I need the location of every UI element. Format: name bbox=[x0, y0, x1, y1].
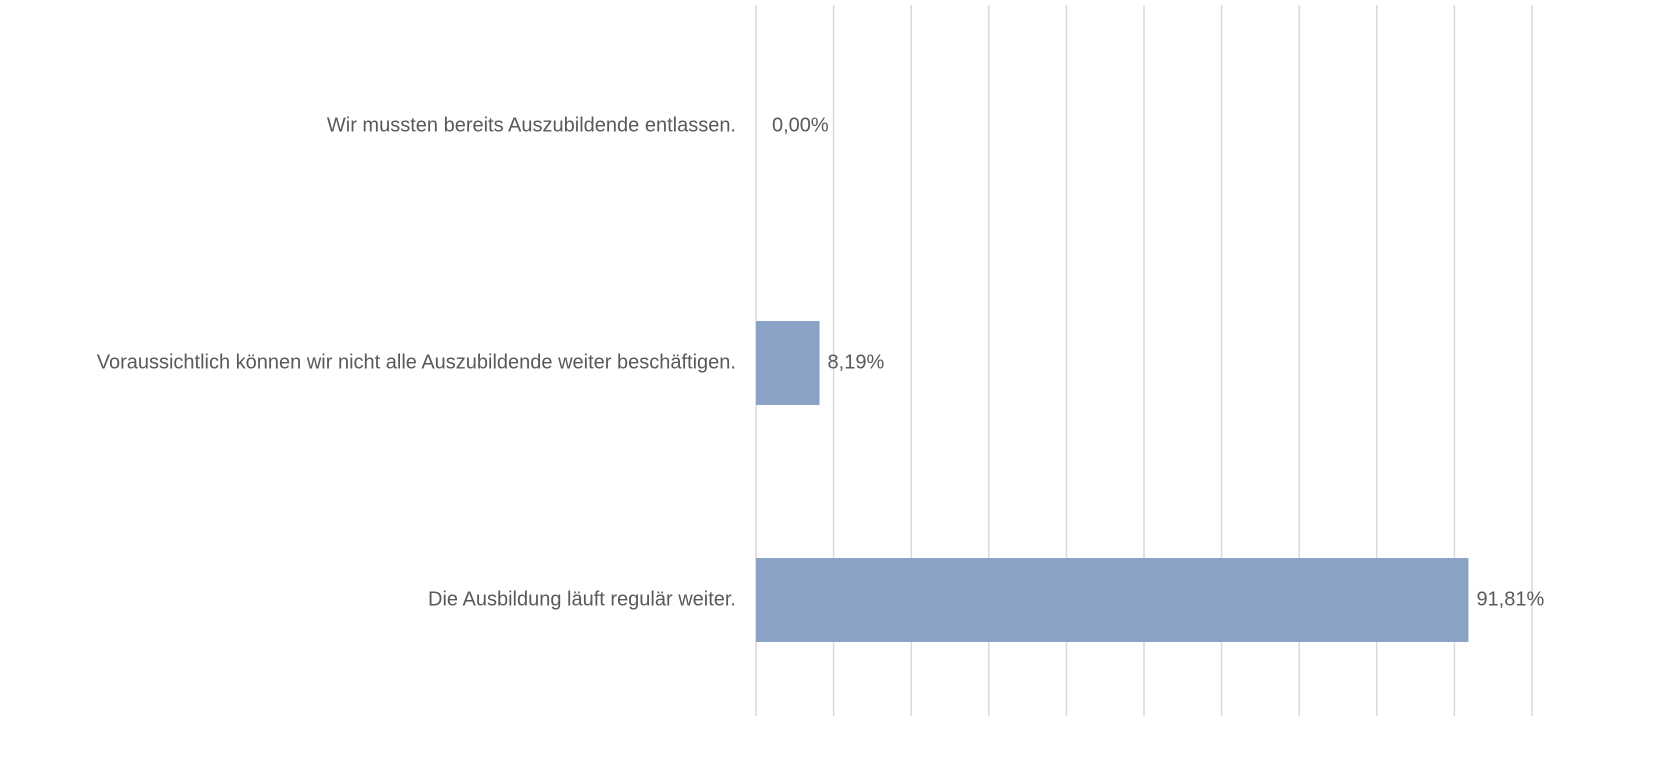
bar bbox=[756, 558, 1469, 642]
data-label: 8,19% bbox=[828, 351, 885, 373]
category-label: Voraussichtlich können wir nicht alle Au… bbox=[97, 351, 736, 373]
data-label: 91,81% bbox=[1476, 588, 1544, 610]
data-label: 0,00% bbox=[772, 114, 829, 136]
category-label: Wir mussten bereits Auszubildende entlas… bbox=[327, 114, 736, 136]
category-label: Die Ausbildung läuft regulär weiter. bbox=[428, 588, 736, 610]
bar bbox=[756, 321, 820, 405]
